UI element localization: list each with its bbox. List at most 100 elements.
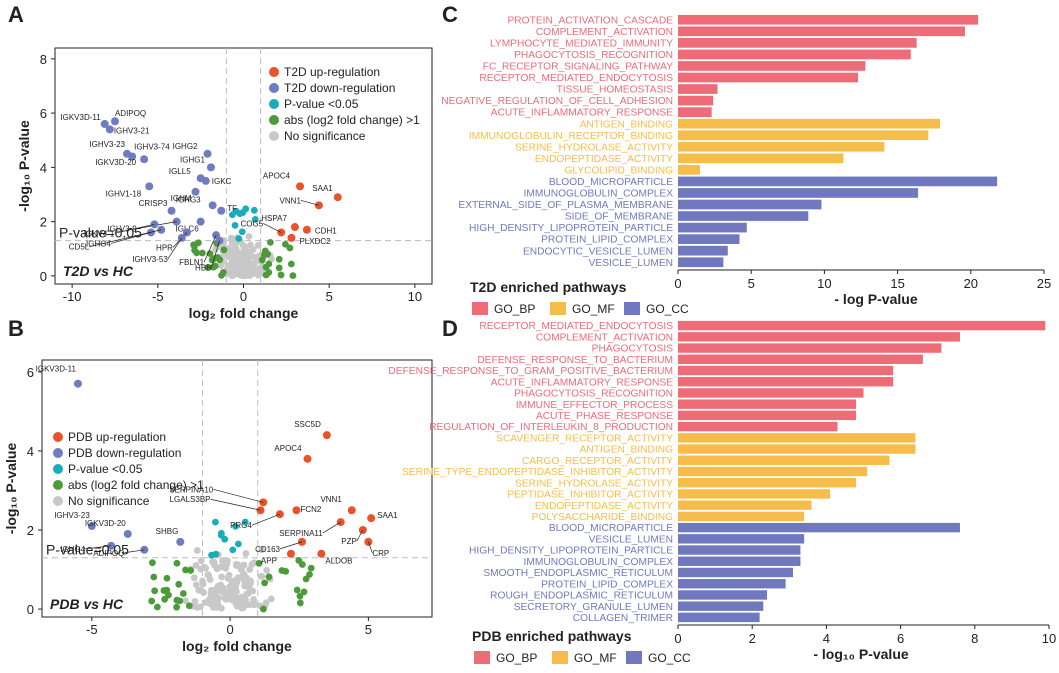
legend-label-go-bp: GO_BP — [496, 651, 537, 665]
legend-marker-pdb-up-regulation — [53, 432, 63, 442]
label-saa1: SAA1 — [312, 184, 333, 193]
bar-antigen-binding — [678, 118, 941, 129]
fc-point — [179, 590, 187, 597]
legend-marker-p-value-0-05 — [53, 464, 63, 474]
ns-point — [247, 579, 255, 587]
ns-point — [226, 250, 234, 258]
ns-point — [247, 601, 254, 608]
x-tick-label: 6 — [897, 631, 904, 646]
label-lgals3bp: LGALS3BP — [170, 495, 211, 504]
x-tick-label: 4 — [823, 631, 830, 646]
label-igll5: IGLL5 — [169, 167, 191, 176]
ns-point — [199, 577, 206, 585]
point-adipoq — [110, 117, 119, 126]
fc-point — [286, 244, 294, 252]
label-ighg4: IGHG4 — [60, 545, 85, 554]
point-saa1 — [333, 193, 342, 202]
fc-point — [173, 559, 181, 567]
y-tick-label: 4 — [40, 160, 47, 175]
label-ighv3-23: IGHV3-23 — [89, 140, 125, 149]
ns-point — [218, 557, 226, 565]
label-prg4: PRG4 — [230, 521, 252, 530]
label-ighv3-53: IGHV3-53 — [132, 255, 168, 264]
fc-point — [182, 566, 189, 574]
label-cd163: CD163 — [255, 545, 280, 554]
point-igkv3d-11 — [100, 119, 109, 128]
point-tf — [217, 206, 226, 215]
bar-label-protein-activation-cascade: PROTEIN_ACTIVATION_CASCADE — [508, 15, 674, 26]
fc-point — [149, 559, 156, 567]
ns-point — [197, 565, 205, 573]
sig-point — [232, 522, 239, 530]
x-tick-label: 0 — [240, 289, 247, 304]
bar-label-external-side-of-plasma-membrane: EXTERNAL_SIDE_OF_PLASMA_MEMBRANE — [458, 200, 673, 211]
x-tick-label: 10 — [1042, 631, 1056, 646]
point-ighg1 — [206, 163, 215, 172]
sig-point — [231, 221, 239, 229]
label-saa1: SAA1 — [377, 511, 398, 520]
bar-side-of-membrane — [678, 211, 809, 221]
point-ssc5d — [322, 431, 331, 440]
fc-point — [300, 588, 308, 596]
bar-peptidase-inhibitor-activity — [678, 489, 831, 499]
x-axis-label: - log₁₀ P-value — [813, 646, 909, 662]
ns-point — [232, 588, 239, 596]
bar-serine-hydrolase-activity — [678, 478, 857, 488]
label-igkv4-1: IGKV4-1 — [84, 229, 115, 238]
bar-label-immune-effector-process: IMMUNE_EFFECTOR_PROCESS — [516, 400, 673, 411]
legend-label-no-significance: No significance — [68, 494, 150, 508]
label-leader-line — [251, 513, 281, 526]
bar-defense-response-to-gram-positive-bacterium — [678, 365, 894, 376]
point-shbg — [176, 537, 185, 546]
panel-letter: D — [442, 316, 458, 341]
bar-polysaccharide-binding — [678, 511, 805, 522]
bar-label-phagocytosis: PHAGOCYTOSIS — [592, 344, 674, 355]
label-aldob: ALDOB — [325, 557, 352, 566]
label-leader-line — [368, 541, 373, 553]
ns-point — [258, 572, 266, 580]
sig-point — [235, 235, 243, 243]
legend-marker-t2d-down-regulation — [269, 83, 279, 93]
ns-point — [242, 574, 250, 582]
fc-point — [287, 260, 295, 268]
plot-frame — [41, 359, 433, 618]
bar-label-acute-phase-response: ACUTE_PHASE_RESPONSE — [536, 411, 673, 422]
fc-point — [165, 591, 172, 599]
fc-point — [187, 567, 195, 574]
bar-rough-endoplasmic-reticulum — [678, 590, 768, 600]
ns-point — [225, 571, 233, 579]
label-cdh1: CDH1 — [315, 227, 337, 236]
x-axis-label: log₂ fold change — [182, 638, 292, 654]
ns-point — [242, 596, 250, 604]
bar-label-protein-lipid-complex: PROTEIN_LIPID_COMPLEX — [541, 235, 673, 246]
ns-point — [245, 233, 253, 240]
bar-label-defense-response-to-bacterium: DEFENSE_RESPONSE_TO_BACTERIUM — [477, 355, 673, 366]
x-tick-label: 0 — [226, 622, 233, 637]
legend-label-go-mf: GO_MF — [574, 651, 617, 665]
label-ighv3-21: IGHV3-21 — [114, 126, 150, 135]
point-apoc4 — [296, 182, 305, 191]
bar-label-phagocytosis-recognition: PHAGOCYTOSIS_RECOGNITION — [514, 50, 673, 61]
fc-point — [259, 605, 267, 613]
label-serpina11: SERPINA11 — [279, 529, 323, 538]
ns-point — [208, 591, 215, 599]
sig-point — [212, 550, 220, 558]
ns-point — [256, 264, 263, 272]
sig-point — [229, 546, 237, 554]
point-ighv3-21 — [105, 125, 114, 134]
point-saa1 — [367, 514, 376, 523]
label-leader-line — [110, 232, 152, 244]
x-tick-label: 0 — [674, 276, 681, 291]
label-ighv1-18: IGHV1-18 — [106, 189, 142, 198]
label-hspa7: HSPA7 — [261, 214, 287, 223]
label-leader-line — [211, 240, 220, 268]
point-igkv3d-20 — [123, 529, 132, 538]
fc-point — [191, 242, 198, 250]
ns-point — [182, 597, 189, 605]
fc-point — [293, 586, 301, 594]
ns-point — [258, 546, 266, 554]
bar-phagocytosis — [678, 343, 942, 353]
bar-negative-regulation-of-cell-adhesion — [678, 95, 714, 106]
fc-point — [306, 571, 313, 578]
fc-point — [150, 573, 158, 581]
